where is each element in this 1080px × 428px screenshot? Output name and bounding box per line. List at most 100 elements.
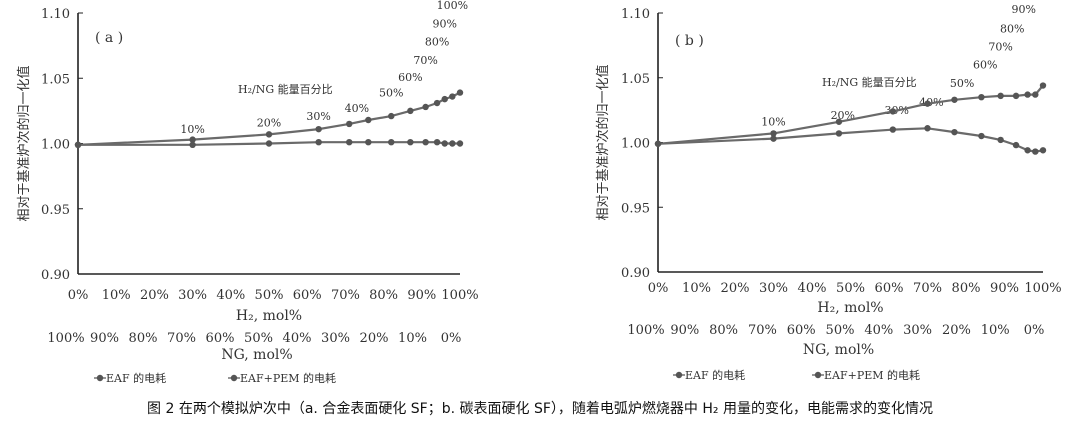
data-point <box>654 140 662 147</box>
x2-tick-label: 30% <box>321 331 350 346</box>
x2-tick-label: 40% <box>283 331 312 346</box>
data-point <box>1024 147 1031 154</box>
x-tick-label: 10% <box>682 281 711 296</box>
x2-tick-label: 50% <box>244 331 273 346</box>
energy-percent-label: 10% <box>761 116 785 129</box>
y-tick-label: 1.00 <box>41 138 70 153</box>
y-tick-label: 0.90 <box>41 268 70 283</box>
data-point <box>365 116 372 124</box>
data-point <box>1012 141 1020 149</box>
x2-tick-label: 80% <box>129 331 158 346</box>
x-tick-label: 30% <box>759 281 788 296</box>
y-axis-label: 相对于基准炉次的归一化值 <box>16 65 32 221</box>
y-tick-label: 1.10 <box>621 7 650 22</box>
x2-tick-label: 20% <box>942 323 971 338</box>
data-point <box>924 125 931 132</box>
x-tick-label: 10% <box>102 288 131 303</box>
y-tick-label: 0.95 <box>621 201 650 216</box>
x2-tick-label: 90% <box>670 323 699 338</box>
x-tick-label: 50% <box>836 281 865 296</box>
data-point <box>189 141 196 149</box>
y-tick-label: 0.90 <box>621 266 650 281</box>
x2-tick-label: 100% <box>47 331 84 346</box>
x-tick-label: 80% <box>369 288 398 303</box>
x-axis-label: H₂, mol% <box>817 300 883 316</box>
x2-axis-label: NG, mol% <box>803 342 874 358</box>
x2-axis-label: NG, mol% <box>221 347 292 363</box>
data-point <box>422 138 429 146</box>
legend-marker <box>814 371 822 379</box>
x-tick-label: 20% <box>721 281 750 296</box>
energy-percent-label: 60% <box>398 71 422 84</box>
energy-percent-label: 80% <box>1000 22 1024 35</box>
data-point <box>388 138 395 146</box>
data-point <box>1032 148 1039 155</box>
data-point <box>441 140 448 147</box>
legend-label: EAF+PEM 的电耗 <box>240 371 336 385</box>
data-point <box>835 130 843 137</box>
data-point <box>74 141 82 149</box>
x-tick-label: 40% <box>798 281 827 296</box>
data-point <box>388 112 395 120</box>
x-tick-label: 20% <box>140 288 169 303</box>
energy-percent-label: 50% <box>950 77 974 90</box>
x-tick-label: 0% <box>68 288 89 303</box>
data-point <box>1024 91 1031 98</box>
data-point <box>889 126 897 133</box>
legend-marker <box>230 374 238 382</box>
data-point <box>441 95 448 103</box>
data-point <box>433 138 441 146</box>
x2-tick-label: 0% <box>1024 323 1045 338</box>
x-tick-label: 0% <box>648 281 669 296</box>
panel-label: ( b ) <box>675 33 704 49</box>
legend-label: EAF 的电耗 <box>685 368 745 382</box>
x2-tick-label: 30% <box>903 323 932 338</box>
data-point <box>1039 147 1047 154</box>
x2-tick-label: 60% <box>206 331 235 346</box>
data-point <box>951 96 958 103</box>
legend-label: EAF 的电耗 <box>106 371 166 385</box>
x-tick-label: 70% <box>331 288 360 303</box>
energy-percent-label: 90% <box>1012 3 1036 16</box>
energy-percent-label: 50% <box>379 87 403 100</box>
energy-percent-label: 20% <box>257 117 281 130</box>
energy-percent-label: 60% <box>973 59 997 72</box>
x-tick-label: 100% <box>1024 281 1061 296</box>
y-tick-label: 1.00 <box>621 137 650 152</box>
data-point <box>997 136 1004 144</box>
data-point <box>835 118 843 125</box>
y-tick-label: 1.05 <box>621 72 650 87</box>
y-tick-label: 0.95 <box>41 203 70 218</box>
panel-label: ( a ) <box>95 30 123 46</box>
energy-percent-label: 40% <box>345 102 369 115</box>
x-tick-label: 100% <box>441 288 478 303</box>
data-point <box>1012 92 1020 100</box>
data-point <box>770 135 777 142</box>
data-point <box>189 136 196 143</box>
x-axis-label: H₂, mol% <box>236 308 302 324</box>
legend-marker <box>675 371 683 379</box>
annotation-label: H₂/NG 能量百分比 <box>238 82 333 96</box>
data-point <box>265 140 273 147</box>
x2-tick-label: 90% <box>90 331 119 346</box>
x2-tick-label: 10% <box>398 331 427 346</box>
energy-percent-label: 10% <box>180 123 204 136</box>
x2-tick-label: 80% <box>709 323 738 338</box>
x-tick-label: 70% <box>913 281 942 296</box>
x-tick-label: 30% <box>178 288 207 303</box>
x-tick-label: 80% <box>952 281 981 296</box>
data-point <box>422 103 429 111</box>
series-line-eaf <box>657 127 1044 153</box>
data-point <box>978 93 985 101</box>
data-point <box>315 125 322 133</box>
data-point <box>456 89 464 96</box>
data-point <box>346 120 353 128</box>
x-tick-label: 90% <box>990 281 1019 296</box>
x2-tick-label: 20% <box>360 331 389 346</box>
y-tick-label: 1.10 <box>41 7 70 22</box>
data-point <box>1039 82 1047 89</box>
energy-percent-label: 70% <box>988 41 1012 54</box>
data-point <box>449 140 456 147</box>
energy-percent-label: 70% <box>413 54 437 67</box>
energy-percent-label: 90% <box>432 17 456 30</box>
